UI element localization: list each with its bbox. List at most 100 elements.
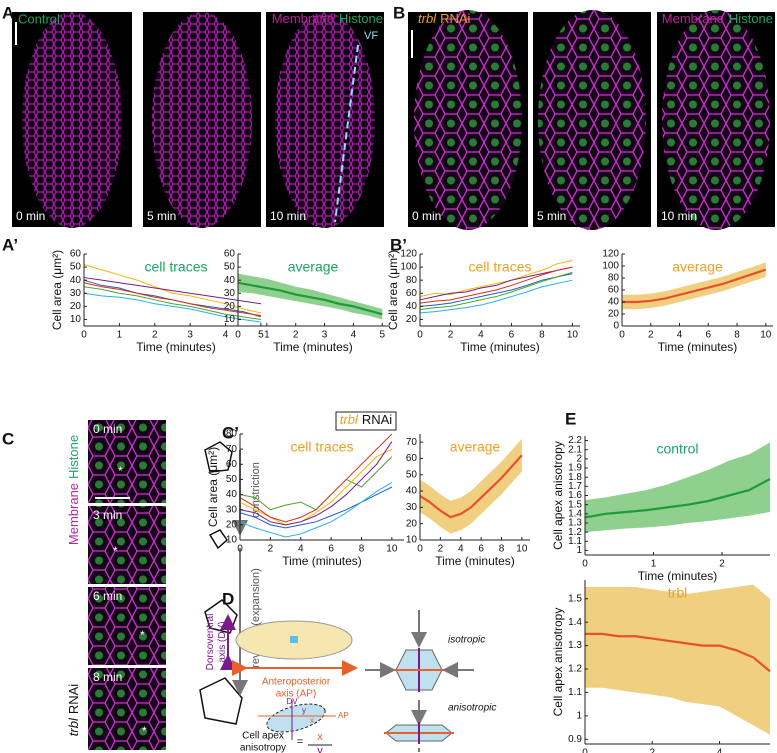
y-tick-label: 120 — [400, 249, 417, 260]
x-axis-label: Time (minutes) — [460, 340, 540, 354]
equals: = — [297, 736, 303, 748]
panel-a-images — [12, 12, 384, 228]
y-tick-label: 1.2 — [568, 527, 582, 538]
time-label: 3 min — [93, 508, 122, 522]
y-tick-label: 60 — [406, 453, 418, 464]
y-tick-label: 10 — [70, 314, 82, 325]
data-line — [419, 271, 573, 311]
panel-label: C — [2, 429, 14, 448]
panel-label: D — [222, 589, 234, 608]
y-tick-label: 2.2 — [568, 435, 582, 446]
x-tick-label: 0 — [619, 330, 625, 341]
error-band — [420, 438, 522, 534]
x-tick-label: 5 — [258, 330, 264, 341]
y-tick-label: 1.2 — [568, 664, 582, 675]
image-label: Membrane Histone — [66, 435, 81, 545]
y-tick-label: 80 — [406, 275, 418, 286]
x-tick-label: 8 — [539, 330, 545, 341]
x-tick-label: 0 — [237, 544, 243, 555]
y-tick-label: 30 — [224, 288, 236, 299]
x-tick-label: 1 — [117, 330, 123, 341]
x-tick-label: 6 — [509, 330, 515, 341]
data-line — [419, 454, 523, 519]
x-tick-label: 0 — [81, 330, 87, 341]
y-label: y — [302, 706, 306, 715]
y-tick-label: 50 — [226, 474, 238, 485]
panel-label: B’ — [390, 235, 407, 254]
panel-label: E — [565, 409, 576, 428]
asterisk: * — [140, 628, 145, 642]
y-tick-label: 1.5 — [568, 499, 582, 510]
panel-b-images — [408, 10, 775, 230]
y-axis-label: Cell apex anisotropy — [551, 441, 565, 550]
panel-label: C’ — [222, 423, 239, 442]
y-tick-label: 80 — [608, 273, 620, 284]
error-band — [585, 584, 770, 735]
condition-box — [335, 411, 397, 431]
y-tick-label: 40 — [406, 486, 418, 497]
x-tick-label: 10 — [567, 330, 579, 341]
diagram-label: isotropic — [448, 635, 485, 646]
y-tick-label: 1.3 — [568, 518, 582, 529]
x-tick-label: 6 — [706, 330, 712, 341]
x-tick-label: 4 — [458, 544, 464, 555]
y-tick-label: 80 — [226, 429, 238, 440]
y-tick-label: 1.8 — [568, 472, 582, 483]
y-tick-label: 40 — [608, 297, 620, 308]
y-tick-label: 60 — [70, 249, 82, 260]
y-tick-label: 30 — [406, 502, 418, 513]
x-tick-label: 6 — [478, 544, 484, 555]
data-line — [83, 277, 261, 305]
chart-title: average — [288, 259, 339, 275]
y-tick-label: 40 — [224, 275, 236, 286]
x-tick-label: 4 — [351, 330, 357, 341]
y-tick-label: 20 — [406, 314, 418, 325]
asterisk: * — [142, 724, 147, 738]
axis-label: Dorsoventralaxis (DV) — [205, 614, 228, 671]
y-tick-label: 60 — [406, 288, 418, 299]
x-tick-label: 10 — [516, 544, 528, 555]
data-line — [239, 486, 393, 529]
x-axis-label: Time (minutes) — [282, 554, 362, 568]
data-line — [419, 279, 573, 314]
data-line — [585, 632, 771, 673]
y-tick-label: 1 — [576, 711, 582, 722]
data-line — [622, 268, 767, 304]
image-label: trbl RNAi — [66, 684, 81, 737]
y-tick-label: 0 — [613, 321, 619, 332]
gene-label: trbl — [340, 412, 359, 427]
time-label: 0 min — [16, 209, 45, 223]
image-label: Control — [18, 11, 60, 26]
time-label: 10 min — [661, 209, 697, 223]
chart-title: average — [450, 439, 501, 455]
x-tick-label: 2 — [719, 559, 725, 570]
x-tick-label: 5 — [379, 330, 385, 341]
data-line — [83, 286, 261, 320]
y-tick-label: 1.5 — [568, 593, 582, 604]
y-tick-label: 1.7 — [568, 481, 582, 492]
y-tick-label: 30 — [70, 288, 82, 299]
ap-label: AP — [338, 711, 349, 720]
y-tick-label: 2.1 — [568, 444, 582, 455]
x-tick-label: 6 — [328, 544, 334, 555]
x-tick-label: 3 — [187, 330, 193, 341]
time-label: 0 min — [93, 422, 122, 436]
chart-title: control — [656, 441, 698, 457]
error-band — [585, 442, 770, 533]
y-tick-label: 60 — [608, 285, 620, 296]
x-tick-label: 8 — [359, 544, 365, 555]
y-tick-label: 100 — [400, 262, 417, 273]
x-tick-label: 0 — [582, 748, 588, 753]
y-axis-label: Cell area (μm²) — [50, 250, 64, 330]
panel-c-images — [88, 420, 248, 750]
x-tick-label: 0 — [417, 544, 423, 555]
x-tick-label: 4 — [223, 330, 229, 341]
chart-title: trbl — [668, 585, 687, 601]
y-tick-label: 100 — [602, 261, 619, 272]
time-label: 6 min — [93, 589, 122, 603]
image-label: Membrane Histone — [272, 11, 383, 26]
y-tick-label: 20 — [406, 518, 418, 529]
y-axis-label: Cell area (μm²) — [386, 250, 400, 330]
gene-label: trbl — [418, 11, 437, 26]
